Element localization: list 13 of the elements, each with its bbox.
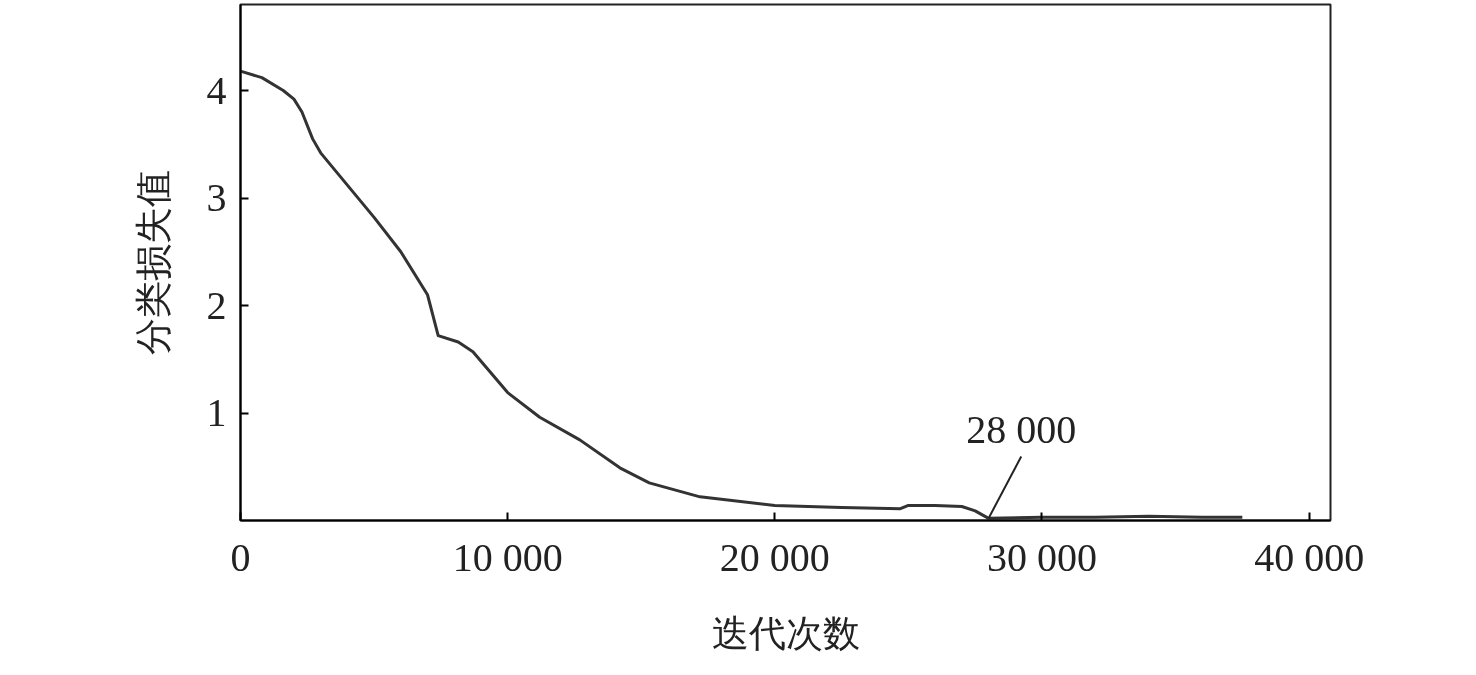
x-tick-label: 40 000 <box>1254 534 1365 580</box>
x-tick-label: 10 000 <box>452 534 563 580</box>
x-axis-title: 迭代次数 <box>711 612 860 654</box>
x-tick-label: 0 <box>230 534 251 580</box>
line-series <box>240 69 1244 520</box>
y-axis-title: 分类损失值 <box>132 170 174 355</box>
annotation: 28 000 <box>966 407 1077 453</box>
x-tick-label: 30 000 <box>986 534 1097 580</box>
y-tick-label: 3 <box>206 175 227 220</box>
y-tick-label: 1 <box>206 390 227 435</box>
x-tick-label: 20 000 <box>719 534 830 580</box>
y-tick-label: 4 <box>206 67 227 113</box>
y-tick-label: 2 <box>206 282 227 328</box>
